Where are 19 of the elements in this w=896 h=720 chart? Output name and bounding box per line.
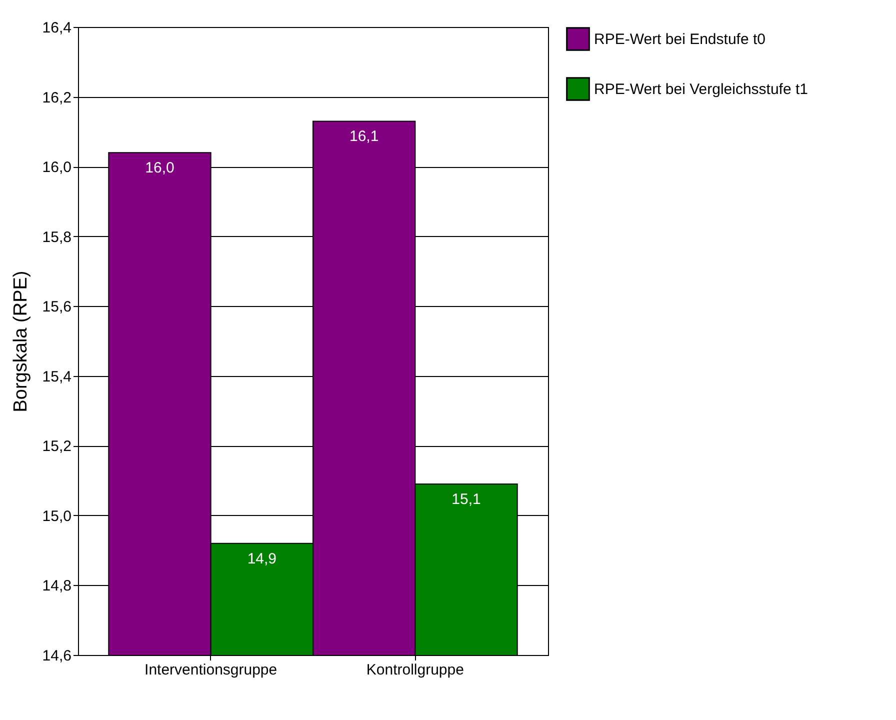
y-tick-label: 14,8 [42, 578, 72, 595]
data-label: 14,9 [247, 550, 277, 568]
y-tick-label: 15,0 [42, 508, 72, 525]
y-tick-label: 15,2 [42, 438, 72, 456]
y-tick-label: 16,2 [42, 89, 72, 106]
y-axis-title: Borgskala (RPE) [10, 270, 32, 412]
x-tick-label: Interventionsgruppe [144, 662, 278, 678]
data-label: 16,0 [145, 160, 174, 177]
x-tick-label: Kontrollgruppe [366, 662, 464, 678]
y-tick-label: 15,6 [42, 298, 72, 316]
legend-label: RPE-Wert bei Endstufe t0 [594, 31, 766, 48]
y-tick-label: 15,4 [42, 368, 72, 386]
data-label: 16,1 [349, 128, 379, 146]
y-tick-label: 14,6 [42, 648, 72, 664]
y-tick-label: 15,8 [42, 228, 72, 246]
y-tick-label: 16,0 [42, 159, 72, 176]
legend-label: RPE-Wert bei Vergleichsstufe t1 [594, 81, 808, 98]
data-label: 15,1 [452, 491, 481, 508]
y-tick-label: 16,4 [42, 20, 72, 36]
